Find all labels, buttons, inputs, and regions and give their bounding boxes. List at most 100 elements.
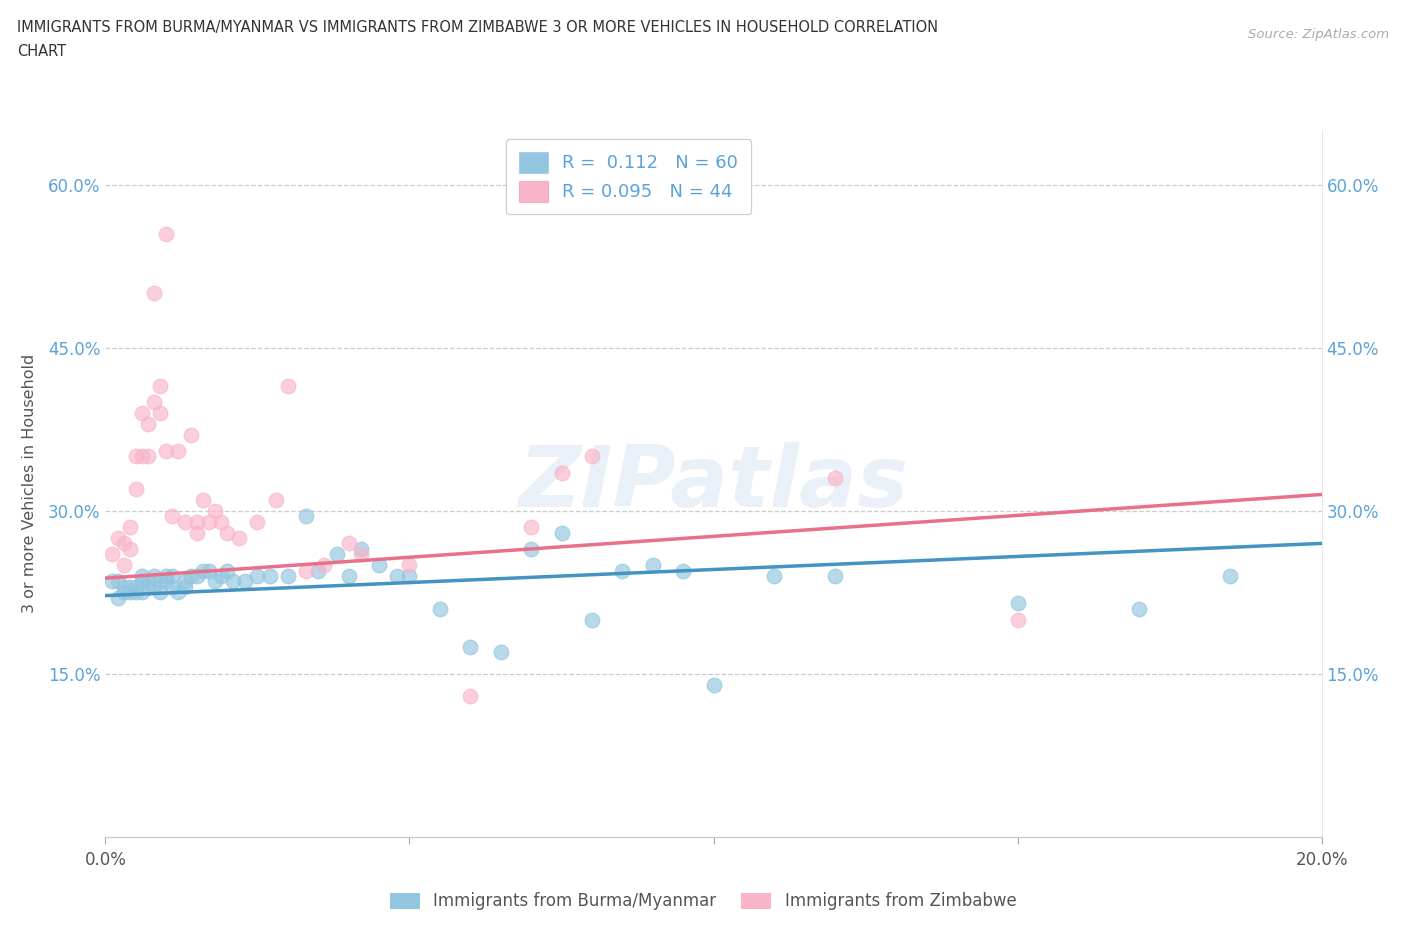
Point (307, 564, 329, 578)
Point (186, 568, 208, 583)
Legend: Immigrants from Burma/Myanmar, Immigrants from Zimbabwe: Immigrants from Burma/Myanmar, Immigrant… (382, 885, 1024, 917)
Point (125, 585, 148, 600)
Point (228, 530, 250, 545)
Point (155, 444, 177, 458)
Point (702, 677, 725, 692)
Point (112, 579, 135, 594)
Point (1007, 612, 1029, 627)
Point (131, 585, 153, 600)
Point (162, 568, 184, 583)
Point (100, 547, 122, 562)
Point (107, 591, 129, 605)
Point (155, 226, 177, 241)
Point (112, 558, 135, 573)
Point (398, 568, 420, 583)
Point (246, 514, 269, 529)
Point (350, 547, 373, 562)
Point (325, 547, 347, 562)
Point (1219, 568, 1241, 583)
Point (246, 568, 269, 583)
Point (180, 427, 202, 442)
Point (824, 568, 846, 583)
Point (112, 536, 135, 551)
Point (489, 644, 512, 659)
Point (131, 574, 153, 589)
Point (173, 574, 195, 589)
Point (173, 514, 195, 529)
Point (209, 568, 232, 583)
Point (162, 509, 184, 524)
Point (136, 574, 159, 589)
Point (277, 379, 299, 393)
Point (107, 574, 129, 589)
Point (824, 471, 846, 485)
Point (155, 568, 177, 583)
Point (118, 520, 141, 535)
Point (149, 405, 172, 420)
Point (264, 493, 287, 508)
Point (520, 520, 543, 535)
Point (136, 417, 159, 432)
Point (337, 568, 360, 583)
Point (118, 585, 141, 600)
Point (191, 564, 214, 578)
Point (143, 568, 166, 583)
Point (167, 444, 190, 458)
Point (131, 405, 153, 420)
Point (277, 568, 299, 583)
Point (173, 579, 195, 594)
Point (186, 514, 208, 529)
Point (209, 514, 232, 529)
Point (100, 574, 122, 589)
Point (222, 574, 245, 589)
Point (107, 530, 129, 545)
Point (672, 564, 695, 578)
Y-axis label: 3 or more Vehicles in Household: 3 or more Vehicles in Household (22, 354, 37, 613)
Point (198, 514, 221, 529)
Point (398, 558, 420, 573)
Point (612, 564, 634, 578)
Point (118, 541, 141, 556)
Point (167, 585, 190, 600)
Point (149, 379, 172, 393)
Point (233, 574, 256, 589)
Point (295, 509, 318, 524)
Point (125, 449, 148, 464)
Point (314, 558, 336, 573)
Point (458, 639, 481, 654)
Point (520, 541, 543, 556)
Point (143, 394, 166, 409)
Point (295, 564, 318, 578)
Point (136, 449, 159, 464)
Point (149, 585, 172, 600)
Point (217, 564, 239, 578)
Point (125, 482, 148, 497)
Point (118, 579, 141, 594)
Text: ZIPatlas: ZIPatlas (519, 442, 908, 525)
Point (143, 286, 166, 300)
Text: Source: ZipAtlas.com: Source: ZipAtlas.com (1249, 28, 1389, 41)
Point (458, 688, 481, 703)
Point (368, 558, 391, 573)
Point (131, 449, 153, 464)
Point (550, 465, 572, 480)
Point (191, 493, 214, 508)
Point (143, 579, 166, 594)
Point (131, 568, 153, 583)
Point (155, 574, 177, 589)
Point (112, 585, 135, 600)
Point (641, 558, 664, 573)
Point (1128, 601, 1150, 616)
Point (125, 579, 148, 594)
Point (198, 564, 221, 578)
Text: CHART: CHART (17, 44, 66, 59)
Point (136, 579, 159, 594)
Point (350, 541, 373, 556)
Point (149, 574, 172, 589)
Text: IMMIGRANTS FROM BURMA/MYANMAR VS IMMIGRANTS FROM ZIMBABWE 3 OR MORE VEHICLES IN : IMMIGRANTS FROM BURMA/MYANMAR VS IMMIGRA… (17, 20, 938, 35)
Point (429, 601, 451, 616)
Point (581, 449, 603, 464)
Point (387, 568, 409, 583)
Point (186, 525, 208, 540)
Point (1007, 596, 1029, 611)
